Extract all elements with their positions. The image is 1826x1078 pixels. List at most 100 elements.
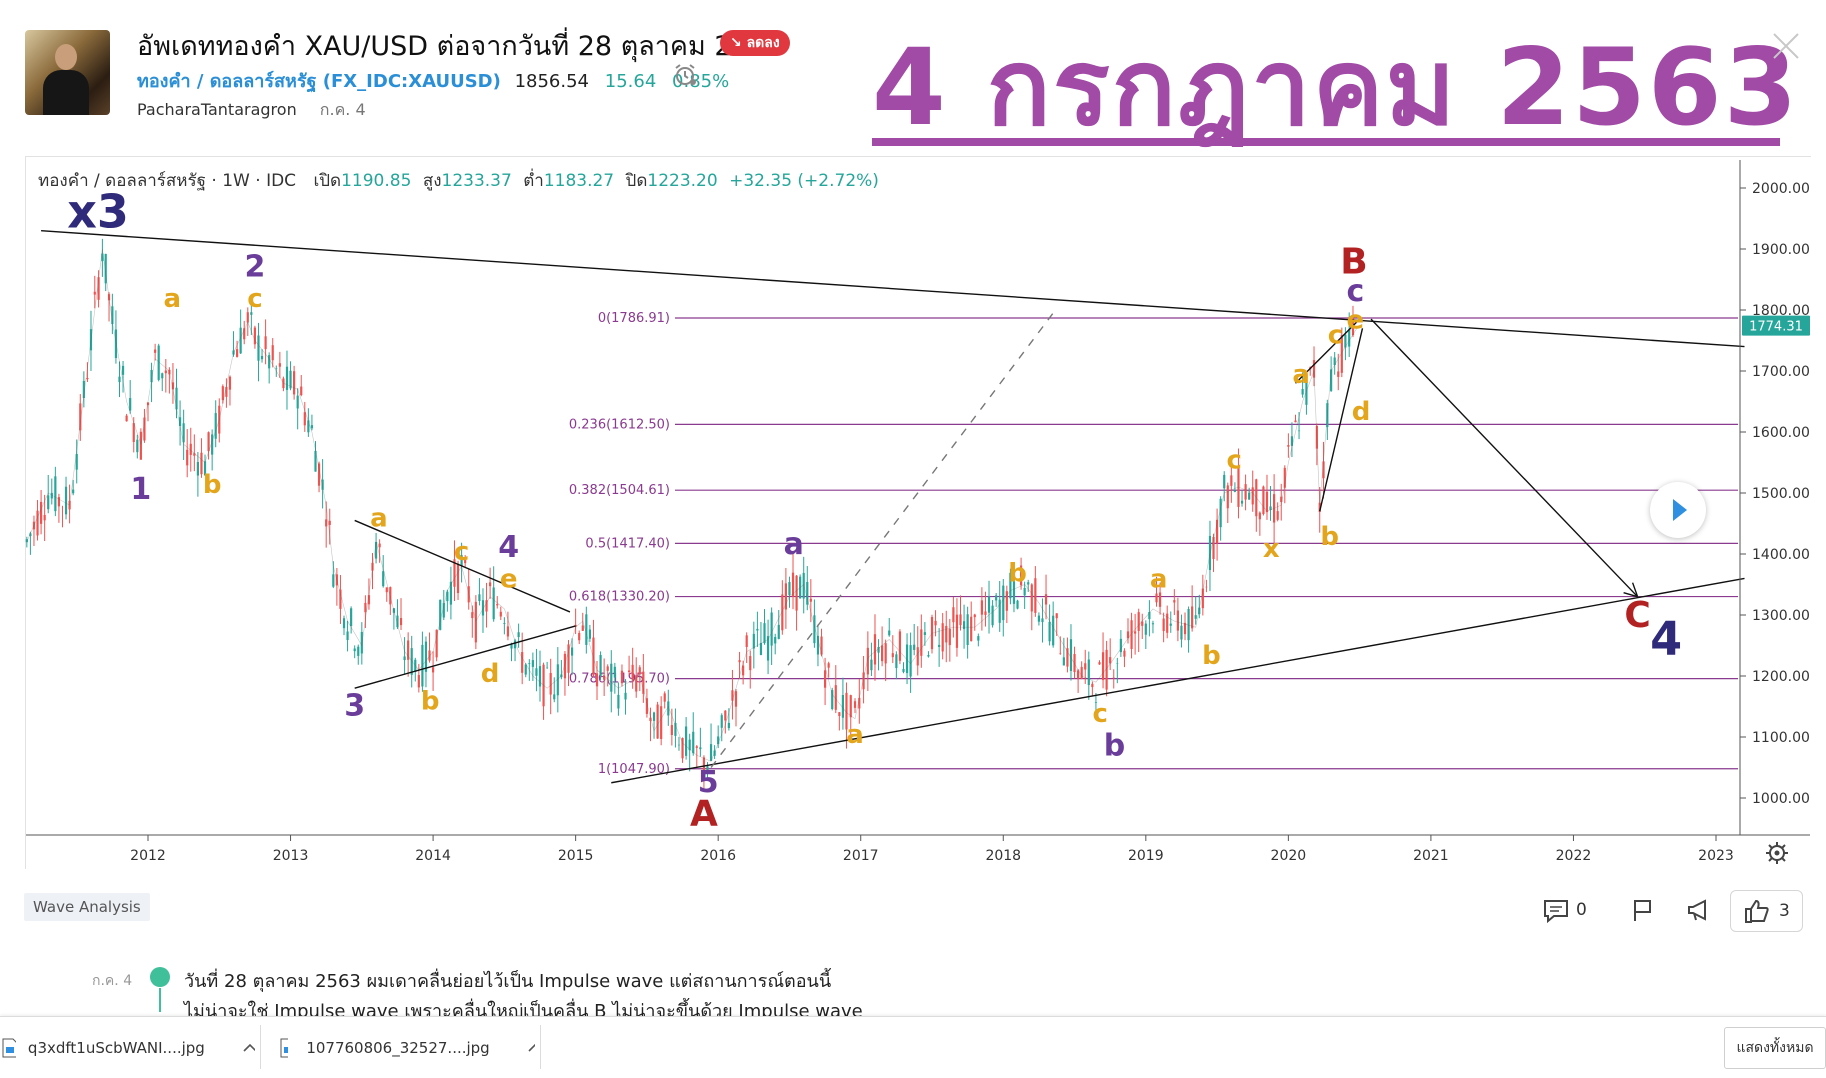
ohlc-low-label: ต่ำ [523, 171, 544, 191]
image-file-icon [2, 1038, 16, 1057]
symbol-price: 1856.54 [514, 71, 590, 92]
time-tick-label: 2018 [985, 848, 1021, 864]
wave-label: c [1092, 699, 1107, 729]
time-tick-label: 2012 [130, 848, 166, 864]
fib-level-label: 0.618(1330.20) [569, 590, 670, 605]
time-tick-label: 2013 [273, 848, 309, 864]
price-tick-label: 1600.00 [1752, 425, 1810, 441]
wave-label: a [1292, 360, 1310, 390]
wave-label: c [1346, 274, 1364, 309]
comment-date: ก.ค. 4 [92, 973, 133, 989]
like-button[interactable]: 3 [1730, 890, 1803, 932]
time-tick-label: 2019 [1128, 848, 1164, 864]
comments-count: 0 [1576, 900, 1587, 920]
forecast-arrow-line [1370, 318, 1639, 598]
comments-button[interactable]: 0 [1542, 890, 1587, 930]
time-tick-label: 2022 [1556, 848, 1592, 864]
last-price-label: 1774.31 [1749, 320, 1803, 335]
download-item-1[interactable]: q3xdft1uScbWANI....jpg [0, 1017, 255, 1078]
price-tick-label: 1500.00 [1752, 486, 1810, 502]
fib-level-label: 1(1047.90) [598, 762, 670, 777]
ohlc-open-label: เปิด [313, 171, 342, 191]
comment-text-line-1: วันที่ 28 ตุลาคม 2563 ผมเดาคลื่นย่อยไว้เ… [184, 971, 832, 992]
wave-label: d [1352, 397, 1371, 427]
close-icon[interactable] [1768, 28, 1804, 64]
alarm-clock-icon[interactable] [672, 62, 698, 88]
wave-label: 4 [498, 530, 519, 565]
wave-label: 4 [1650, 612, 1682, 666]
ohlc-legend: ทองคำ / ดอลลาร์สหรัฐ · 1W · IDC เปิด1190… [38, 167, 879, 194]
author-name[interactable]: PacharaTantaragron [137, 100, 297, 119]
time-tick-label: 2016 [700, 848, 736, 864]
likes-count: 3 [1779, 901, 1790, 921]
wave-label: 1 [130, 472, 151, 507]
time-tick-label: 2015 [558, 848, 594, 864]
avatar[interactable] [25, 30, 110, 115]
timeline-line [159, 988, 161, 1012]
wave-label: b [1104, 728, 1125, 763]
image-file-icon [280, 1038, 289, 1057]
wave-label: a [1150, 565, 1168, 595]
ohlc-close: 1223.20 [647, 171, 718, 191]
last-price-tag: 1774.31 [1742, 315, 1810, 336]
price-tick-label: 2000.00 [1752, 181, 1810, 197]
play-button[interactable] [1650, 482, 1706, 538]
wave-label: x [1263, 534, 1280, 564]
wave-label: b [1008, 558, 1027, 588]
ohlc-close-label: ปิด [625, 171, 648, 191]
show-all-downloads-button[interactable]: แสดงทั้งหมด [1724, 1027, 1826, 1069]
wave-label: d [481, 659, 500, 689]
wave-label: 2 [244, 249, 265, 284]
time-tick-label: 2021 [1413, 848, 1449, 864]
time-tick-label: 2017 [843, 848, 879, 864]
fib-level-label: 0.382(1504.61) [569, 483, 670, 498]
play-icon [1673, 499, 1687, 521]
thumbs-up-icon [1745, 899, 1769, 923]
overlay-date-underline [872, 138, 1780, 146]
price-tick-label: 1200.00 [1752, 669, 1810, 685]
wave-label: c [454, 537, 469, 567]
comment-icon [1544, 900, 1568, 923]
price-tick-label: 1400.00 [1752, 547, 1810, 563]
ohlc-symbol-line: ทองคำ / ดอลลาร์สหรัฐ · 1W · IDC [38, 171, 297, 191]
ohlc-high-label: สูง [422, 171, 442, 191]
price-tick-label: 1900.00 [1752, 242, 1810, 258]
symbol-change: 15.64 [604, 71, 657, 92]
download-separator [260, 1025, 261, 1069]
dashed-projection-line [710, 312, 1054, 768]
wave-label: a [163, 284, 181, 314]
wave-label: A [690, 793, 718, 834]
idea-tag[interactable]: Wave Analysis [24, 893, 150, 921]
symbol-link[interactable]: ทองคำ / ดอลลาร์สหรัฐ (FX_IDC:XAUUSD) [137, 71, 501, 92]
lower-trend-line [611, 577, 1745, 784]
fib-level-label: 0(1786.91) [598, 311, 670, 326]
avatar-body [43, 70, 89, 115]
time-tick-label: 2020 [1271, 848, 1307, 864]
download-item-2[interactable]: 107760806_32527....jpg [280, 1017, 535, 1078]
download-separator [540, 1025, 541, 1069]
ohlc-open: 1190.85 [341, 171, 412, 191]
flag-button[interactable] [1630, 890, 1654, 930]
fibonacci-levels: 0(1786.91) 0.236(1612.50) 0.382(1504.61) 0.… [569, 311, 1738, 777]
publish-date: ก.ค. 4 [319, 100, 366, 119]
settings-gear-icon[interactable] [1766, 842, 1788, 864]
wave-label: a [846, 720, 864, 750]
share-button[interactable] [1685, 890, 1713, 930]
wave-label: b [421, 687, 440, 717]
download-file-name-1: q3xdft1uScbWANI....jpg [27, 1038, 205, 1057]
fib-level-label: 0.786(1195.70) [569, 672, 670, 687]
fib-level-label: 0.236(1612.50) [569, 417, 670, 432]
chevron-up-icon[interactable] [528, 1043, 535, 1053]
overlay-date-title: 4 กรกฎาคม 2563 [872, 26, 1800, 149]
chart-axes: 1000.00 1100.00 1200.00 1300.00 1400.00 1500.… [26, 160, 1810, 864]
price-tick-label: 1700.00 [1752, 364, 1810, 380]
chevron-up-icon[interactable] [243, 1043, 255, 1053]
wave-label: c [1226, 446, 1241, 476]
wave-label: 3 [344, 689, 365, 724]
avatar-head [55, 44, 77, 70]
triangle-lower-line [354, 625, 576, 689]
time-tick-label: 2014 [415, 848, 451, 864]
wave-label: c [247, 284, 262, 314]
